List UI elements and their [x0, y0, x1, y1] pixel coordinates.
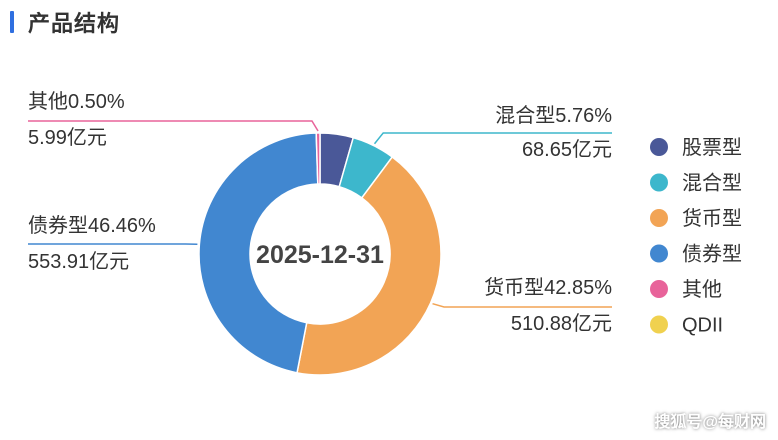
leader-line-1 — [373, 132, 612, 145]
legend-marker-1 — [650, 173, 668, 192]
data-label-percent-4: 其他0.50% — [28, 90, 125, 113]
title-accent-bar — [10, 11, 14, 33]
data-label-percent-3: 债券型46.46% — [28, 214, 156, 237]
data-label-amount-4: 5.99亿元 — [28, 126, 107, 149]
slice-item-3 — [198, 132, 319, 374]
data-label-amount-2: 510.88亿元 — [511, 312, 612, 335]
legend-label-3: 债券型 — [682, 243, 742, 266]
legend-label-2: 货币型 — [682, 207, 742, 230]
data-label-amount-1: 68.65亿元 — [522, 138, 612, 161]
slice-item-4 — [315, 132, 321, 185]
legend-label-5: QDII — [682, 315, 723, 337]
leader-line-4 — [28, 120, 319, 132]
data-label-amount-3: 553.91亿元 — [28, 250, 129, 273]
legend-marker-2 — [650, 209, 668, 227]
center-date-label: 2025-12-31 — [256, 241, 384, 269]
section-title: 产品结构 — [28, 11, 121, 36]
legend-label-0: 股票型 — [682, 136, 742, 159]
leader-line-2 — [432, 302, 612, 308]
section-header: 产品结构 — [10, 8, 120, 36]
watermark: 搜狐号@每财网 — [654, 414, 766, 431]
legend-marker-3 — [650, 244, 668, 263]
legend-marker-5 — [650, 315, 668, 334]
data-label-percent-1: 混合型5.76% — [495, 104, 612, 127]
slice-item-2 — [296, 155, 442, 376]
legend-marker-0 — [650, 138, 668, 156]
legend-label-4: 其他 — [682, 278, 722, 301]
legend-label-1: 混合型 — [682, 172, 742, 195]
data-label-percent-2: 货币型42.85% — [484, 276, 612, 299]
legend-marker-4 — [650, 280, 668, 298]
